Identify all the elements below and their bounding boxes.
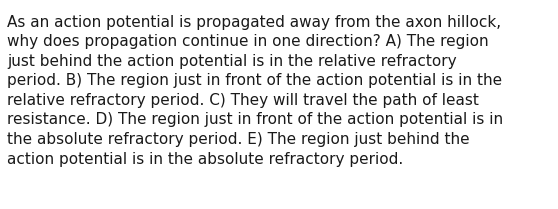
Text: As an action potential is propagated away from the axon hillock,
why does propag: As an action potential is propagated awa… [7, 15, 503, 167]
